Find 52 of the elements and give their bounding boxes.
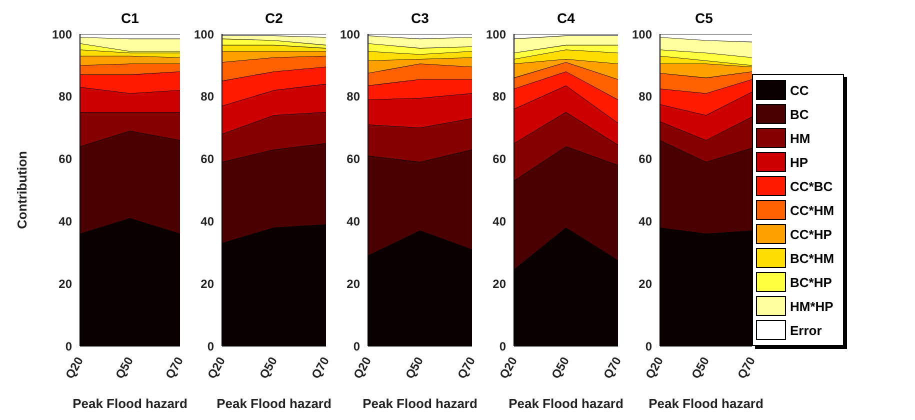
y-tick-label: 80 bbox=[638, 90, 652, 104]
y-tick-label: 100 bbox=[486, 27, 506, 42]
y-tick-label: 20 bbox=[638, 276, 652, 291]
y-tick-label: 0 bbox=[65, 339, 72, 354]
x-axis-title: Peak Flood hazard bbox=[362, 396, 478, 411]
legend-label: BC bbox=[790, 106, 809, 122]
chart-title: C3 bbox=[410, 10, 430, 26]
y-tick-label: 80 bbox=[200, 90, 214, 104]
x-axis-title: Peak Flood hazard bbox=[648, 396, 764, 411]
legend-label: CC bbox=[790, 82, 809, 98]
y-tick-label: 20 bbox=[200, 276, 214, 291]
y-tick-label: 40 bbox=[346, 214, 360, 228]
legend-label: HM*HP bbox=[790, 298, 834, 314]
y-tick-label: 20 bbox=[58, 276, 72, 291]
y-tick-label: 40 bbox=[638, 214, 652, 228]
y-tick-label: 80 bbox=[492, 90, 506, 104]
y-tick-label: 100 bbox=[194, 27, 214, 42]
chart-title: C4 bbox=[556, 10, 576, 26]
series-label: Error bbox=[790, 322, 822, 338]
y-tick-label: 60 bbox=[492, 152, 506, 166]
legend-label: HM bbox=[790, 130, 810, 146]
legend-label: CC*HP bbox=[790, 226, 832, 242]
y-tick-label: 20 bbox=[492, 276, 506, 291]
y-axis-title: Contribution bbox=[14, 150, 30, 229]
y-tick-label: 100 bbox=[340, 27, 360, 42]
legend-label: BC*HP bbox=[790, 274, 832, 290]
chart-title: C1 bbox=[120, 10, 140, 26]
y-tick-label: 80 bbox=[346, 90, 360, 104]
y-tick-label: 0 bbox=[353, 339, 360, 354]
x-axis-title: Peak Flood hazard bbox=[508, 396, 624, 411]
y-tick-label: 100 bbox=[632, 27, 652, 42]
legend-label: CC*BC bbox=[790, 178, 833, 194]
y-tick-label: 40 bbox=[492, 214, 506, 228]
y-tick-label: 60 bbox=[200, 152, 214, 166]
legend-label: BC*HM bbox=[790, 250, 834, 266]
x-axis-title: Peak Flood hazard bbox=[72, 396, 188, 411]
y-tick-label: 0 bbox=[499, 339, 506, 354]
legend-label: CC*HM bbox=[790, 202, 834, 218]
y-tick-label: 0 bbox=[645, 339, 652, 354]
y-tick-label: 60 bbox=[346, 152, 360, 166]
y-tick-label: 100 bbox=[52, 27, 72, 42]
y-tick-label: 20 bbox=[346, 276, 360, 291]
chart-title: C5 bbox=[694, 10, 714, 26]
y-tick-label: 40 bbox=[200, 214, 214, 228]
legend-label: HP bbox=[790, 154, 808, 170]
x-axis-title: Peak Flood hazard bbox=[216, 396, 332, 411]
y-tick-label: 80 bbox=[58, 90, 72, 104]
y-tick-label: 40 bbox=[58, 214, 72, 228]
chart-title: C2 bbox=[264, 10, 284, 26]
y-tick-label: 0 bbox=[207, 339, 214, 354]
y-tick-label: 60 bbox=[638, 152, 652, 166]
y-tick-label: 60 bbox=[58, 152, 72, 166]
